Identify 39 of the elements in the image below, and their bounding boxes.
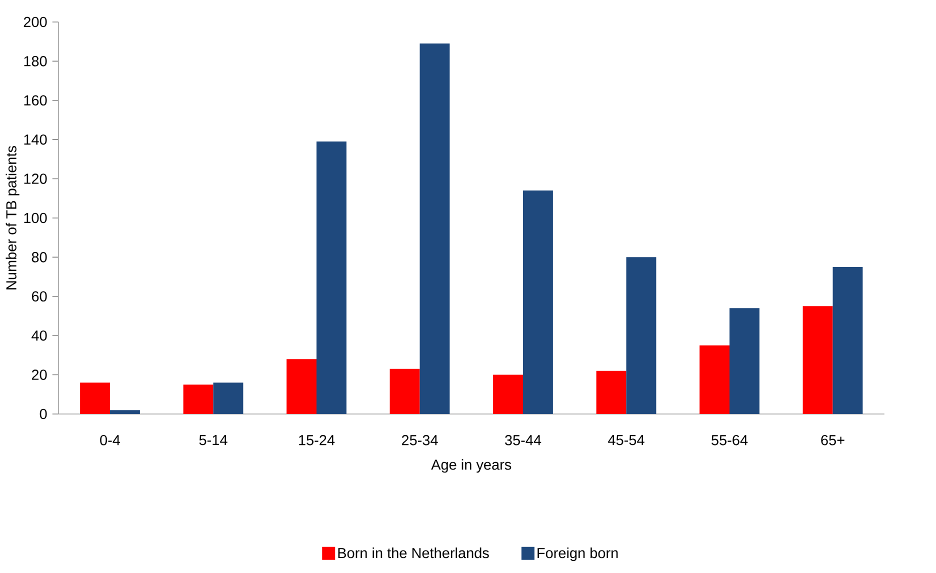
- bar: [596, 370, 626, 414]
- y-tick-label: 140: [24, 134, 47, 145]
- bar: [286, 359, 317, 414]
- y-tick-label: 120: [24, 174, 47, 184]
- x-axis-title: Age in years: [431, 459, 512, 473]
- bar: [523, 190, 553, 414]
- y-tick-label: 40: [32, 330, 47, 341]
- y-tick-label: 180: [24, 56, 47, 66]
- x-tick-label: 55-64: [712, 435, 748, 446]
- bar: [730, 308, 760, 414]
- x-tick-label: 35-44: [505, 435, 542, 446]
- bar: [626, 257, 656, 414]
- x-tick-label: 45-54: [608, 435, 644, 446]
- y-tick-label: 0: [40, 408, 47, 420]
- y-tick-label: 80: [32, 252, 47, 262]
- y-axis-title: Number of TB patients: [6, 146, 20, 290]
- y-tick-label: 160: [24, 95, 47, 106]
- bar: [802, 306, 833, 414]
- bar: [316, 142, 346, 414]
- y-tick-label: 60: [32, 291, 47, 302]
- bar: [213, 382, 244, 414]
- bar: [80, 382, 110, 414]
- legend-label: Born in the Netherlands: [338, 548, 489, 558]
- bar: [390, 368, 420, 414]
- bar: [493, 374, 524, 414]
- bar: [832, 266, 863, 414]
- y-tick-label: 20: [32, 370, 47, 380]
- x-tick-label: 5-14: [199, 435, 228, 446]
- bar: [700, 345, 730, 414]
- bar: [183, 384, 214, 414]
- legend-label: Foreign born: [538, 548, 618, 562]
- bar: [110, 410, 140, 414]
- y-tick-label: 100: [24, 212, 47, 224]
- x-tick-label: 25-34: [402, 435, 438, 446]
- x-tick-label: 65+: [821, 435, 844, 446]
- y-tick-label: 200: [24, 16, 47, 28]
- x-tick-label: 0-4: [100, 435, 120, 446]
- x-tick-label: 15-24: [299, 435, 335, 446]
- bar: [420, 44, 450, 414]
